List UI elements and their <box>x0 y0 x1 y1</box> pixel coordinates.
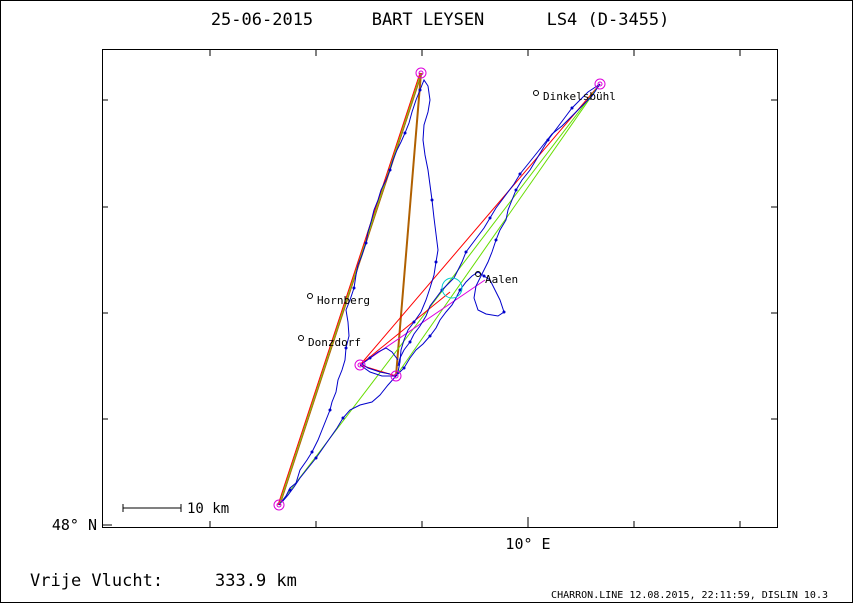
flight-date: 25-06-2015 <box>211 10 313 30</box>
credits-line: CHARRON.LINE 12.08.2015, 22:11:59, DISLI… <box>551 590 828 601</box>
leg-start-to-north-green <box>278 72 422 506</box>
gps-track <box>278 78 439 506</box>
turnpoint-west <box>354 359 366 371</box>
leg-south-to-northeast-green <box>395 83 601 377</box>
glider-id: LS4 (D-3455) <box>547 10 670 30</box>
leg-west-to-northeast-red <box>359 83 601 366</box>
track-fixes <box>288 88 574 492</box>
svg-text:Donzdorf: Donzdorf <box>308 336 361 349</box>
turnpoints <box>273 67 606 511</box>
axis-ticks <box>102 50 777 527</box>
latitude-label: 48° N <box>52 516 97 534</box>
svg-text:Hornberg: Hornberg <box>317 294 370 307</box>
town-donzdorf: Donzdorf <box>298 335 361 349</box>
town-hornberg: Hornberg <box>307 293 370 307</box>
svg-text:Aalen: Aalen <box>485 273 518 286</box>
leg-west-to-aalen <box>359 291 451 366</box>
turnpoint-south <box>390 370 402 382</box>
turnpoint-north <box>415 67 427 79</box>
longitude-label: 10° E <box>505 535 550 553</box>
gps-track-return <box>397 83 601 367</box>
svg-text:Dinkelsbühl: Dinkelsbühl <box>543 90 616 103</box>
gps-track-southwest-loop <box>281 375 397 503</box>
scale-bar-label: 10 km <box>187 501 229 517</box>
town-dinkelsbuhl: Dinkelsbühl <box>533 90 616 103</box>
town-aalen: Aalen <box>475 271 518 286</box>
free-flight-distance: 333.9 km <box>215 571 297 591</box>
leg-start-to-north-red <box>277 72 421 506</box>
turnpoint-northeast <box>594 78 606 90</box>
gps-track-east-section <box>359 83 601 377</box>
start-circle <box>441 277 463 299</box>
plot-frame <box>102 49 778 528</box>
leg-start-to-north-brown <box>279 72 423 506</box>
free-flight-label: Vrije Vlucht: <box>30 571 163 591</box>
task-legs <box>277 72 601 506</box>
pilot-name: BART LEYSEN <box>372 10 485 30</box>
scale-bar <box>122 504 182 512</box>
leg-north-to-south <box>395 72 422 377</box>
turnpoint-start <box>273 499 285 511</box>
